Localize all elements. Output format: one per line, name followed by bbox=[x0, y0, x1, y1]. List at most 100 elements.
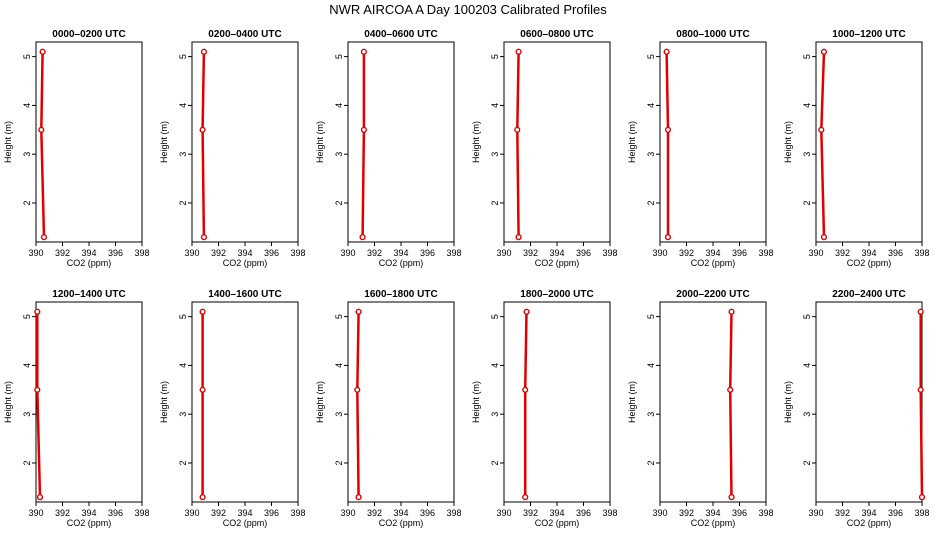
x-tick-label: 394 bbox=[549, 248, 564, 258]
chart-panel: 2000–2200 UTC 390 392 394 396 398 2 3 4 5 CO2 (ppm… bbox=[627, 289, 774, 528]
x-tick-label: 390 bbox=[808, 248, 823, 258]
x-tick-label: 396 bbox=[888, 248, 903, 258]
y-tick-label: 2 bbox=[802, 460, 812, 465]
y-tick-label: 5 bbox=[802, 314, 812, 319]
y-tick-label: 4 bbox=[334, 363, 344, 368]
profile-point bbox=[728, 494, 735, 501]
panel-grid: 0000–0200 UTC 390 392 394 396 398 2 3 4 5 CO2 (ppm… bbox=[3, 29, 930, 528]
y-tick-label: 5 bbox=[22, 314, 32, 319]
profile-point bbox=[354, 386, 361, 393]
plot-frame bbox=[659, 301, 767, 503]
x-tick-label: 392 bbox=[211, 248, 226, 258]
y-axis-label: Height (m) bbox=[3, 121, 13, 163]
x-tick-label: 392 bbox=[835, 508, 850, 518]
y-axis-label: Height (m) bbox=[783, 381, 793, 423]
profile-line bbox=[40, 51, 46, 238]
x-tick-label: 390 bbox=[28, 508, 43, 518]
x-axis-label: CO2 (ppm) bbox=[847, 258, 892, 268]
chart-panel: 1000–1200 UTC 390 392 394 396 398 2 3 4 5 CO2 (ppm… bbox=[783, 29, 930, 268]
profile-point bbox=[199, 386, 206, 393]
x-tick-label: 394 bbox=[81, 508, 96, 518]
profile-point bbox=[355, 308, 362, 315]
profile-point bbox=[359, 234, 366, 241]
y-tick-label: 2 bbox=[334, 460, 344, 465]
y-axis-label: Height (m) bbox=[471, 121, 481, 163]
profile-point bbox=[727, 386, 734, 393]
x-tick-label: 392 bbox=[55, 508, 70, 518]
x-tick-label: 396 bbox=[264, 248, 279, 258]
profile-line bbox=[665, 51, 670, 238]
x-tick-label: 396 bbox=[108, 248, 123, 258]
x-tick-label: 396 bbox=[732, 508, 747, 518]
profile-point bbox=[34, 386, 41, 393]
x-axis-label: CO2 (ppm) bbox=[379, 518, 424, 528]
x-tick-label: 396 bbox=[264, 508, 279, 518]
y-tick-label: 4 bbox=[22, 103, 32, 108]
x-tick-label: 390 bbox=[652, 248, 667, 258]
y-axis-label: Height (m) bbox=[315, 121, 325, 163]
profile-point bbox=[917, 386, 924, 393]
chart-panel: 1800–2000 UTC 390 392 394 396 398 2 3 4 5 CO2 (ppm… bbox=[471, 289, 618, 528]
x-tick-label: 398 bbox=[290, 508, 305, 518]
y-tick-label: 2 bbox=[334, 200, 344, 205]
y-tick-label: 5 bbox=[646, 54, 656, 59]
panel-title: 1600–1800 UTC bbox=[364, 289, 437, 300]
profile-point bbox=[522, 494, 529, 501]
profile-point bbox=[664, 126, 672, 133]
x-tick-label: 390 bbox=[808, 508, 823, 518]
y-axis-label: Height (m) bbox=[627, 381, 637, 423]
profile-point bbox=[39, 48, 46, 55]
x-tick-label: 394 bbox=[237, 248, 252, 258]
profile-point bbox=[663, 48, 670, 55]
x-axis-label: CO2 (ppm) bbox=[691, 518, 736, 528]
y-tick-label: 4 bbox=[490, 363, 500, 368]
profile-point bbox=[199, 126, 206, 133]
plot-frame bbox=[815, 301, 923, 503]
profile-line bbox=[919, 311, 924, 498]
plot-frame bbox=[503, 301, 611, 503]
x-axis-label: CO2 (ppm) bbox=[535, 518, 580, 528]
chart-panel: 0800–1000 UTC 390 392 394 396 398 2 3 4 5 CO2 (ppm… bbox=[627, 29, 774, 268]
y-tick-label: 3 bbox=[334, 412, 344, 417]
profile-point bbox=[40, 234, 48, 241]
x-axis-label: CO2 (ppm) bbox=[379, 258, 424, 268]
y-tick-label: 4 bbox=[802, 103, 812, 108]
y-tick-label: 3 bbox=[334, 152, 344, 157]
y-axis-label: Height (m) bbox=[3, 381, 13, 423]
y-tick-label: 3 bbox=[22, 152, 32, 157]
x-tick-label: 394 bbox=[861, 248, 876, 258]
x-tick-label: 396 bbox=[420, 248, 435, 258]
y-tick-label: 3 bbox=[646, 152, 656, 157]
x-tick-label: 394 bbox=[705, 248, 720, 258]
x-axis-label: CO2 (ppm) bbox=[223, 258, 268, 268]
y-tick-label: 4 bbox=[646, 363, 656, 368]
plot-frame bbox=[659, 41, 767, 243]
y-tick-label: 3 bbox=[802, 152, 812, 157]
y-tick-label: 3 bbox=[490, 152, 500, 157]
y-axis-label: Height (m) bbox=[471, 381, 481, 423]
y-axis-label: Height (m) bbox=[159, 381, 169, 423]
y-tick-label: 2 bbox=[646, 200, 656, 205]
x-tick-label: 396 bbox=[888, 508, 903, 518]
figure-title: NWR AIRCOA A Day 100203 Calibrated Profi… bbox=[329, 2, 607, 17]
x-tick-label: 392 bbox=[367, 248, 382, 258]
y-tick-label: 2 bbox=[178, 200, 188, 205]
profile-point bbox=[515, 48, 522, 55]
x-tick-label: 390 bbox=[184, 508, 199, 518]
profile-point bbox=[918, 494, 926, 501]
chart-panel: 0000–0200 UTC 390 392 394 396 398 2 3 4 5 CO2 (ppm… bbox=[3, 29, 150, 268]
x-tick-label: 394 bbox=[237, 508, 252, 518]
plot-frame bbox=[347, 301, 455, 503]
x-tick-label: 392 bbox=[523, 248, 538, 258]
x-tick-label: 392 bbox=[679, 248, 694, 258]
x-tick-label: 398 bbox=[602, 248, 617, 258]
y-axis-label: Height (m) bbox=[783, 121, 793, 163]
x-tick-label: 398 bbox=[290, 248, 305, 258]
y-tick-label: 3 bbox=[22, 412, 32, 417]
panel-title: 0800–1000 UTC bbox=[676, 29, 749, 40]
y-tick-label: 2 bbox=[490, 460, 500, 465]
profile-point bbox=[728, 308, 735, 315]
x-tick-label: 396 bbox=[732, 248, 747, 258]
y-tick-label: 2 bbox=[802, 200, 812, 205]
profile-point bbox=[514, 126, 521, 133]
